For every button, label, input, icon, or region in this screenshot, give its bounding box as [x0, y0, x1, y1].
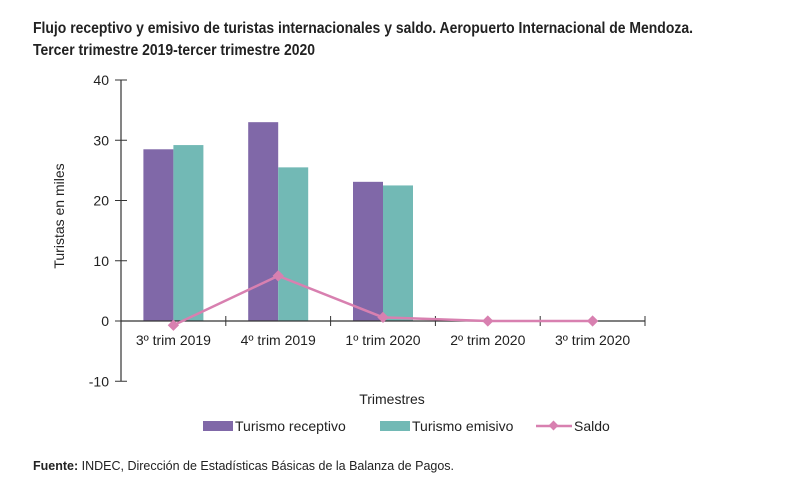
saldo-marker — [586, 315, 599, 327]
bar-turismo-receptivo — [143, 149, 174, 321]
saldo-marker — [167, 319, 180, 331]
legend-swatch — [203, 421, 233, 431]
x-tick-label: 1º trim 2020 — [345, 332, 420, 348]
bars-layer — [143, 122, 413, 321]
saldo-marker — [377, 311, 389, 324]
legend-swatch — [380, 421, 410, 431]
legend-label: Turismo emisivo — [412, 418, 514, 434]
saldo-marker — [482, 315, 494, 327]
legend-label: Saldo — [574, 418, 610, 434]
chart-title: Flujo receptivo y emisivo de turistas in… — [33, 18, 780, 62]
legend-item: Turismo emisivo — [380, 418, 514, 434]
legend-item: Turismo receptivo — [203, 418, 346, 434]
axes-layer: 40 30 20 10 0 -10 3º trim 2019 4º trim 2019 1º t… — [89, 72, 646, 389]
chart-title-line2: Tercer trimestre 2019-tercer trimestre 2… — [33, 42, 316, 59]
y-tick-label: -10 — [89, 373, 109, 389]
source-label: Fuente: — [33, 459, 79, 473]
source-note: Fuente: INDEC, Dirección de Estadísticas… — [33, 459, 454, 473]
bar-turismo-emisivo — [383, 185, 413, 321]
y-tick-label: 30 — [93, 132, 109, 148]
y-axis-label: Turistas en miles — [51, 163, 67, 268]
x-tick-label: 4º trim 2019 — [241, 332, 316, 348]
bar-turismo-emisivo — [278, 167, 309, 321]
saldo-marker — [272, 270, 284, 282]
bar-turismo-receptivo — [353, 181, 383, 321]
y-tick-label: 0 — [101, 313, 109, 329]
x-tick-label: 3º trim 2020 — [555, 332, 630, 348]
source-text: INDEC, Dirección de Estadísticas Básicas… — [78, 459, 455, 473]
y-tick-label: 40 — [93, 72, 109, 88]
legend: Turismo receptivo Turismo emisivo Saldo — [203, 418, 610, 434]
legend-item: Saldo — [536, 418, 610, 434]
y-tick-label: 20 — [93, 193, 109, 209]
bar-turismo-emisivo — [173, 145, 204, 321]
chart-title-line1: Flujo receptivo y emisivo de turistas in… — [33, 20, 693, 37]
x-tick-label: 3º trim 2019 — [136, 332, 211, 348]
saldo-line-layer — [167, 270, 599, 331]
x-tick-label: 2º trim 2020 — [450, 332, 525, 348]
legend-label: Turismo receptivo — [235, 418, 346, 434]
x-axis-label: Trimestres — [359, 391, 425, 407]
legend-marker — [548, 420, 559, 431]
y-tick-label: 10 — [93, 253, 109, 269]
bar-turismo-receptivo — [248, 122, 279, 321]
